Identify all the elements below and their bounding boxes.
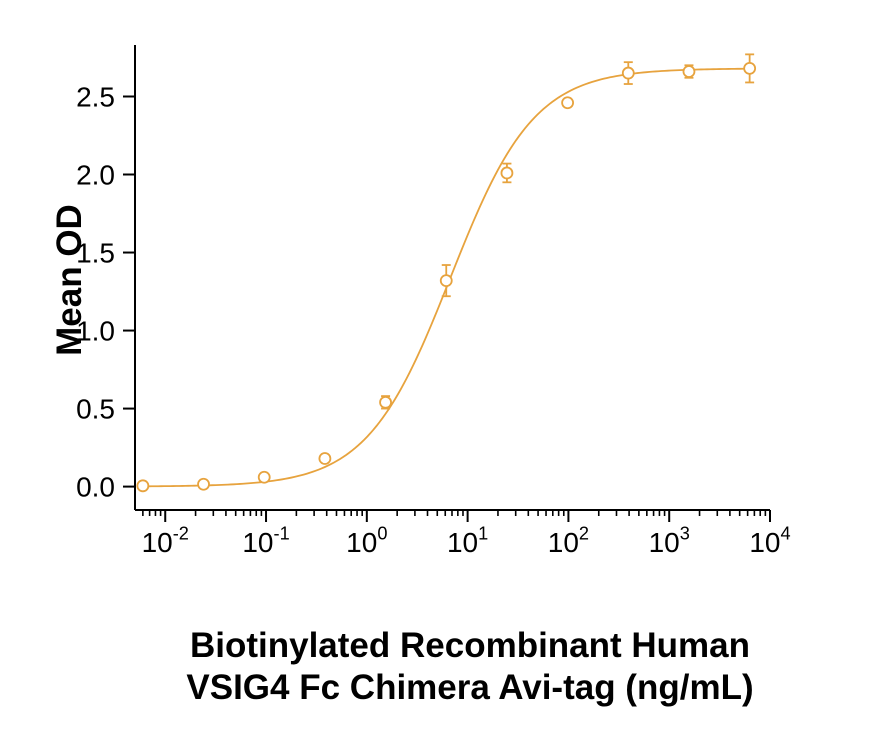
svg-text:102: 102 <box>548 523 589 558</box>
svg-text:100: 100 <box>346 523 387 558</box>
svg-text:1.0: 1.0 <box>76 316 115 347</box>
chart-svg: 0.0 0.5 1.0 1.5 2.0 2.5 10-2 10-1 100 101 102 103 10… <box>0 0 882 738</box>
svg-text:103: 103 <box>649 523 690 558</box>
svg-text:0.0: 0.0 <box>76 472 115 503</box>
svg-text:2.5: 2.5 <box>76 81 115 112</box>
svg-text:10-2: 10-2 <box>142 523 189 558</box>
svg-text:104: 104 <box>749 523 790 558</box>
svg-text:2.0: 2.0 <box>76 160 115 191</box>
svg-text:10-1: 10-1 <box>242 523 289 558</box>
svg-text:0.5: 0.5 <box>76 394 115 425</box>
svg-text:1.5: 1.5 <box>76 238 115 269</box>
chart-container: Mean OD Biotinylated Recombinant Human V… <box>0 0 882 738</box>
svg-text:101: 101 <box>447 523 488 558</box>
